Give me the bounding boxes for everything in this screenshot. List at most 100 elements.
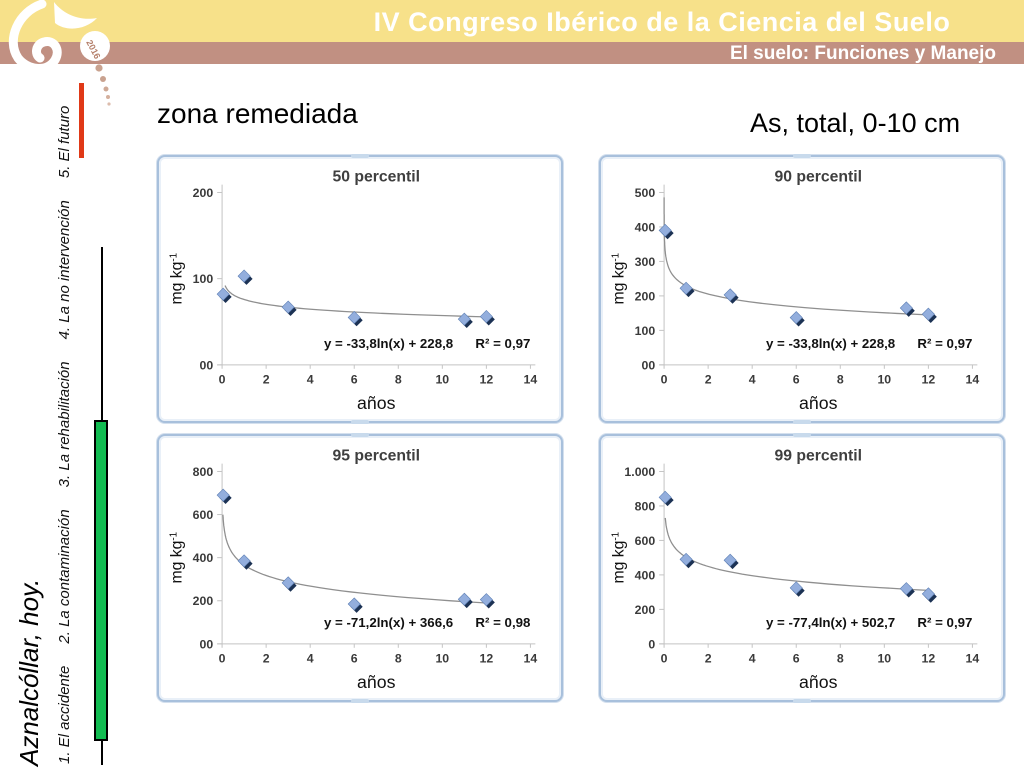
scatter-chart: 00 200 400 600 800 0 2 4 6 8 10 12 14 95 percentil año… [168,448,537,693]
agenda-item: 2. La contaminación [56,509,73,644]
agenda-item: 3. La rehabilitación [56,361,73,488]
trend-equation: y = -71,2ln(x) + 366,6 [324,615,453,630]
r-squared: R² = 0,97 [475,336,530,351]
data-point [723,553,737,567]
data-point [479,310,493,324]
data-point [237,554,251,568]
subtitle-bar [0,42,1024,64]
trend-equation: y = -33,8ln(x) + 228,8 [766,336,895,351]
chart-panel-95-percentil: 00 200 400 600 800 0 2 4 6 8 10 12 14 95 percentil año… [157,433,563,703]
x-tick-label: 14 [966,652,980,666]
y-tick-label: 500 [635,186,656,200]
x-axis-label: años [357,393,396,413]
trendline [663,197,929,316]
y-tick-label: 400 [193,551,214,565]
y-tick-label: 100 [193,272,214,286]
x-tick-label: 12 [922,373,936,387]
congress-subtitle: El suelo: Funciones y Manejo [729,43,996,64]
congress-logo-icon: 2016 [8,0,111,106]
x-tick-label: 2 [263,373,270,387]
y-tick-label: 200 [635,603,656,617]
data-point [658,490,672,504]
y-tick-label: 300 [635,255,656,269]
r-squared: R² = 0,97 [917,336,972,351]
x-tick-label: 4 [307,373,314,387]
x-tick-label: 10 [877,373,891,387]
data-point [237,269,251,283]
x-tick-label: 8 [395,373,402,387]
chart-title: 95 percentil [332,448,420,465]
x-tick-label: 10 [877,652,891,666]
data-point [457,312,471,326]
y-tick-label: 00 [642,358,656,372]
scatter-chart: 00 100 200 300 400 500 0 2 4 6 8 10 12 14 90 percentil… [610,169,980,414]
y-tick-label: 00 [200,358,214,372]
agenda-item: 5. El futuro [56,105,73,179]
data-point [921,587,935,601]
data-point [679,281,693,295]
x-axis-label: años [357,672,396,692]
x-tick-label: 4 [749,652,756,666]
trendline [224,285,491,318]
y-tick-label: 200 [193,594,214,608]
x-axis-label: años [799,393,838,413]
x-tick-label: 8 [837,373,844,387]
data-point [216,488,230,502]
x-tick-label: 2 [263,652,270,666]
y-axis-label: mg kg-1 [610,253,628,305]
x-tick-label: 6 [793,652,800,666]
data-point [921,307,935,321]
trendline [222,514,487,604]
data-point [347,310,361,324]
x-tick-label: 8 [837,652,844,666]
x-tick-label: 6 [793,373,800,387]
x-tick-label: 6 [351,652,358,666]
data-point [457,592,471,606]
x-axis-label: años [799,672,838,692]
y-tick-label: 600 [193,508,214,522]
y-tick-label: 800 [635,499,656,513]
x-tick-label: 12 [480,373,494,387]
x-tick-label: 0 [661,373,668,387]
data-point [281,576,295,590]
y-tick-label: 1.000 [624,465,655,479]
y-tick-label: 600 [635,534,656,548]
slide-title: zona remediada [157,98,358,129]
y-tick-label: 200 [193,186,214,200]
agenda-item: 4. La no intervención [56,200,73,340]
r-squared: R² = 0,98 [475,615,530,630]
data-point [479,593,493,607]
x-tick-label: 0 [219,652,226,666]
x-tick-label: 2 [705,373,712,387]
x-tick-label: 0 [661,652,668,666]
x-tick-label: 0 [219,373,226,387]
sidebar-current-section: Aznalcóllar, hoy. [14,578,44,766]
y-tick-label: 100 [635,324,656,338]
chart-panel-50-percentil: 00 100 200 0 2 4 6 8 10 12 14 50 percentil años mg kg… [157,154,563,424]
chart-panel-90-percentil: 00 100 200 300 400 500 0 2 4 6 8 10 12 14 90 percentil… [599,154,1005,424]
data-point [789,581,803,595]
chart-title: 90 percentil [774,169,862,186]
chart-title: 99 percentil [774,448,862,465]
timeline-marker-future [79,83,84,158]
trendline [664,517,929,592]
y-axis-label: mg kg-1 [168,253,186,305]
y-axis-label: mg kg-1 [610,532,628,584]
x-tick-label: 14 [524,373,538,387]
y-tick-label: 400 [635,568,656,582]
scatter-chart: 00 100 200 0 2 4 6 8 10 12 14 50 percentil años mg kg… [168,169,538,414]
x-tick-label: 4 [307,652,314,666]
data-point [789,311,803,325]
x-tick-label: 14 [966,373,980,387]
data-point [899,301,913,315]
y-tick-label: 0 [648,637,655,651]
scatter-chart: 0 200 400 600 800 1.000 0 2 4 6 8 10 12 14 99 percenti… [610,448,980,693]
y-axis-label: mg kg-1 [168,532,186,584]
x-tick-label: 2 [705,652,712,666]
congress-title: IV Congreso Ibérico de la Ciencia del Su… [373,7,951,37]
header-bar [0,0,1024,42]
data-point [347,597,361,611]
data-point [658,223,672,237]
chart-title: 50 percentil [332,169,420,186]
x-tick-label: 10 [435,373,449,387]
